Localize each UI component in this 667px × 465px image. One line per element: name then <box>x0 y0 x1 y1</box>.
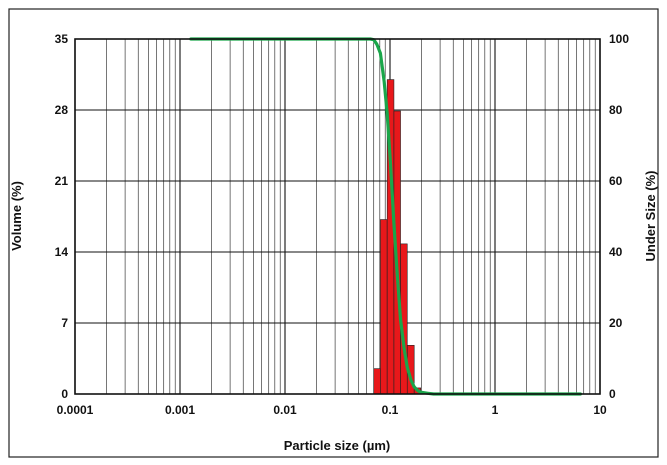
left-y-tick-label: 21 <box>55 174 69 188</box>
x-tick-label: 0.01 <box>273 403 297 417</box>
right-y-tick-label: 80 <box>609 103 623 117</box>
under-size-line-layer <box>189 37 582 396</box>
x-axis-title: Particle size (µm) <box>284 438 390 453</box>
x-tick-label: 1 <box>492 403 499 417</box>
volume-bar <box>380 219 388 395</box>
left-y-tick-label: 7 <box>61 316 68 330</box>
left-y-tick-label: 35 <box>55 32 69 46</box>
right-y-axis-title: Under Size (%) <box>643 170 658 261</box>
x-tick-label: 0.001 <box>165 403 195 417</box>
axis-ticks: 0.0001 0.001 0.01 0.1 1 100714212835020406080… <box>55 32 630 417</box>
plot-area-frame <box>74 38 601 395</box>
right-y-tick-label: 60 <box>609 174 623 188</box>
right-y-tick-label: 0 <box>609 387 616 401</box>
left-y-tick-label: 0 <box>61 387 68 401</box>
left-y-tick-label: 14 <box>55 245 69 259</box>
left-y-axis-title: Volume (%) <box>9 181 24 251</box>
right-y-tick-label: 40 <box>609 245 623 259</box>
x-tick-label: 10 <box>593 403 607 417</box>
left-y-tick-label: 28 <box>55 103 69 117</box>
under-size-line <box>189 37 582 396</box>
x-tick-label: 0.0001 <box>57 403 94 417</box>
axis-labels: Particle size (µm) Volume (%) Under Size… <box>9 170 658 453</box>
volume-bar <box>373 368 381 395</box>
right-y-tick-label: 100 <box>609 32 629 46</box>
x-tick-label: 0.1 <box>382 403 399 417</box>
right-y-tick-label: 20 <box>609 316 623 330</box>
outer-border <box>8 8 659 458</box>
